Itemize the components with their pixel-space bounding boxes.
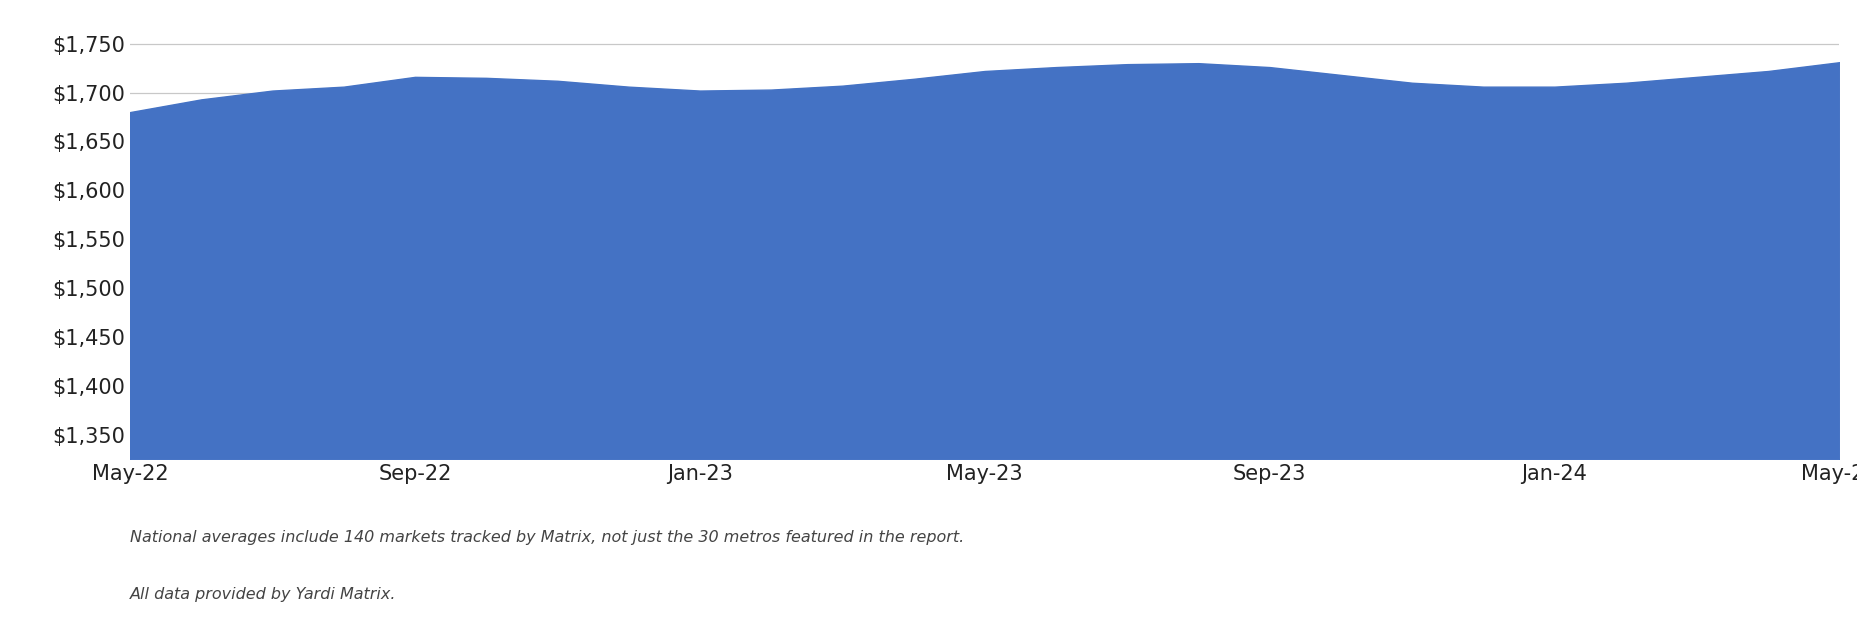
- Text: National averages include 140 markets tracked by Matrix, not just the 30 metros : National averages include 140 markets tr…: [130, 530, 964, 545]
- Text: All data provided by Yardi Matrix.: All data provided by Yardi Matrix.: [130, 587, 396, 602]
